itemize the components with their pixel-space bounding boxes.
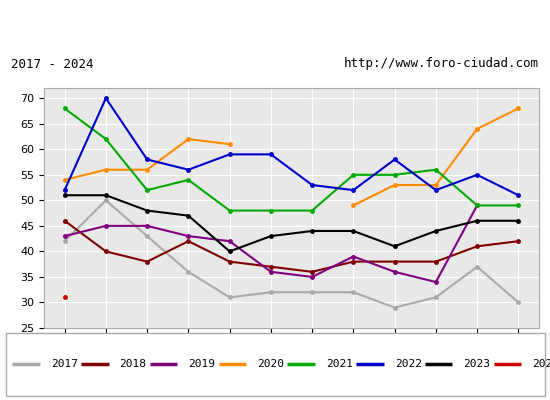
Text: 2020: 2020 [257,359,284,369]
FancyBboxPatch shape [6,333,544,396]
Text: Evolucion del paro registrado en Valdegovía/Gaubea: Evolucion del paro registrado en Valdego… [3,14,547,34]
Text: 2017 - 2024: 2017 - 2024 [11,58,94,70]
Text: 2023: 2023 [463,359,491,369]
Text: http://www.foro-ciudad.com: http://www.foro-ciudad.com [344,58,539,70]
Text: 2022: 2022 [395,359,422,369]
Text: 2019: 2019 [188,359,216,369]
Text: 2024: 2024 [532,359,550,369]
Text: 2018: 2018 [120,359,147,369]
Text: 2021: 2021 [326,359,353,369]
Text: 2017: 2017 [51,359,78,369]
